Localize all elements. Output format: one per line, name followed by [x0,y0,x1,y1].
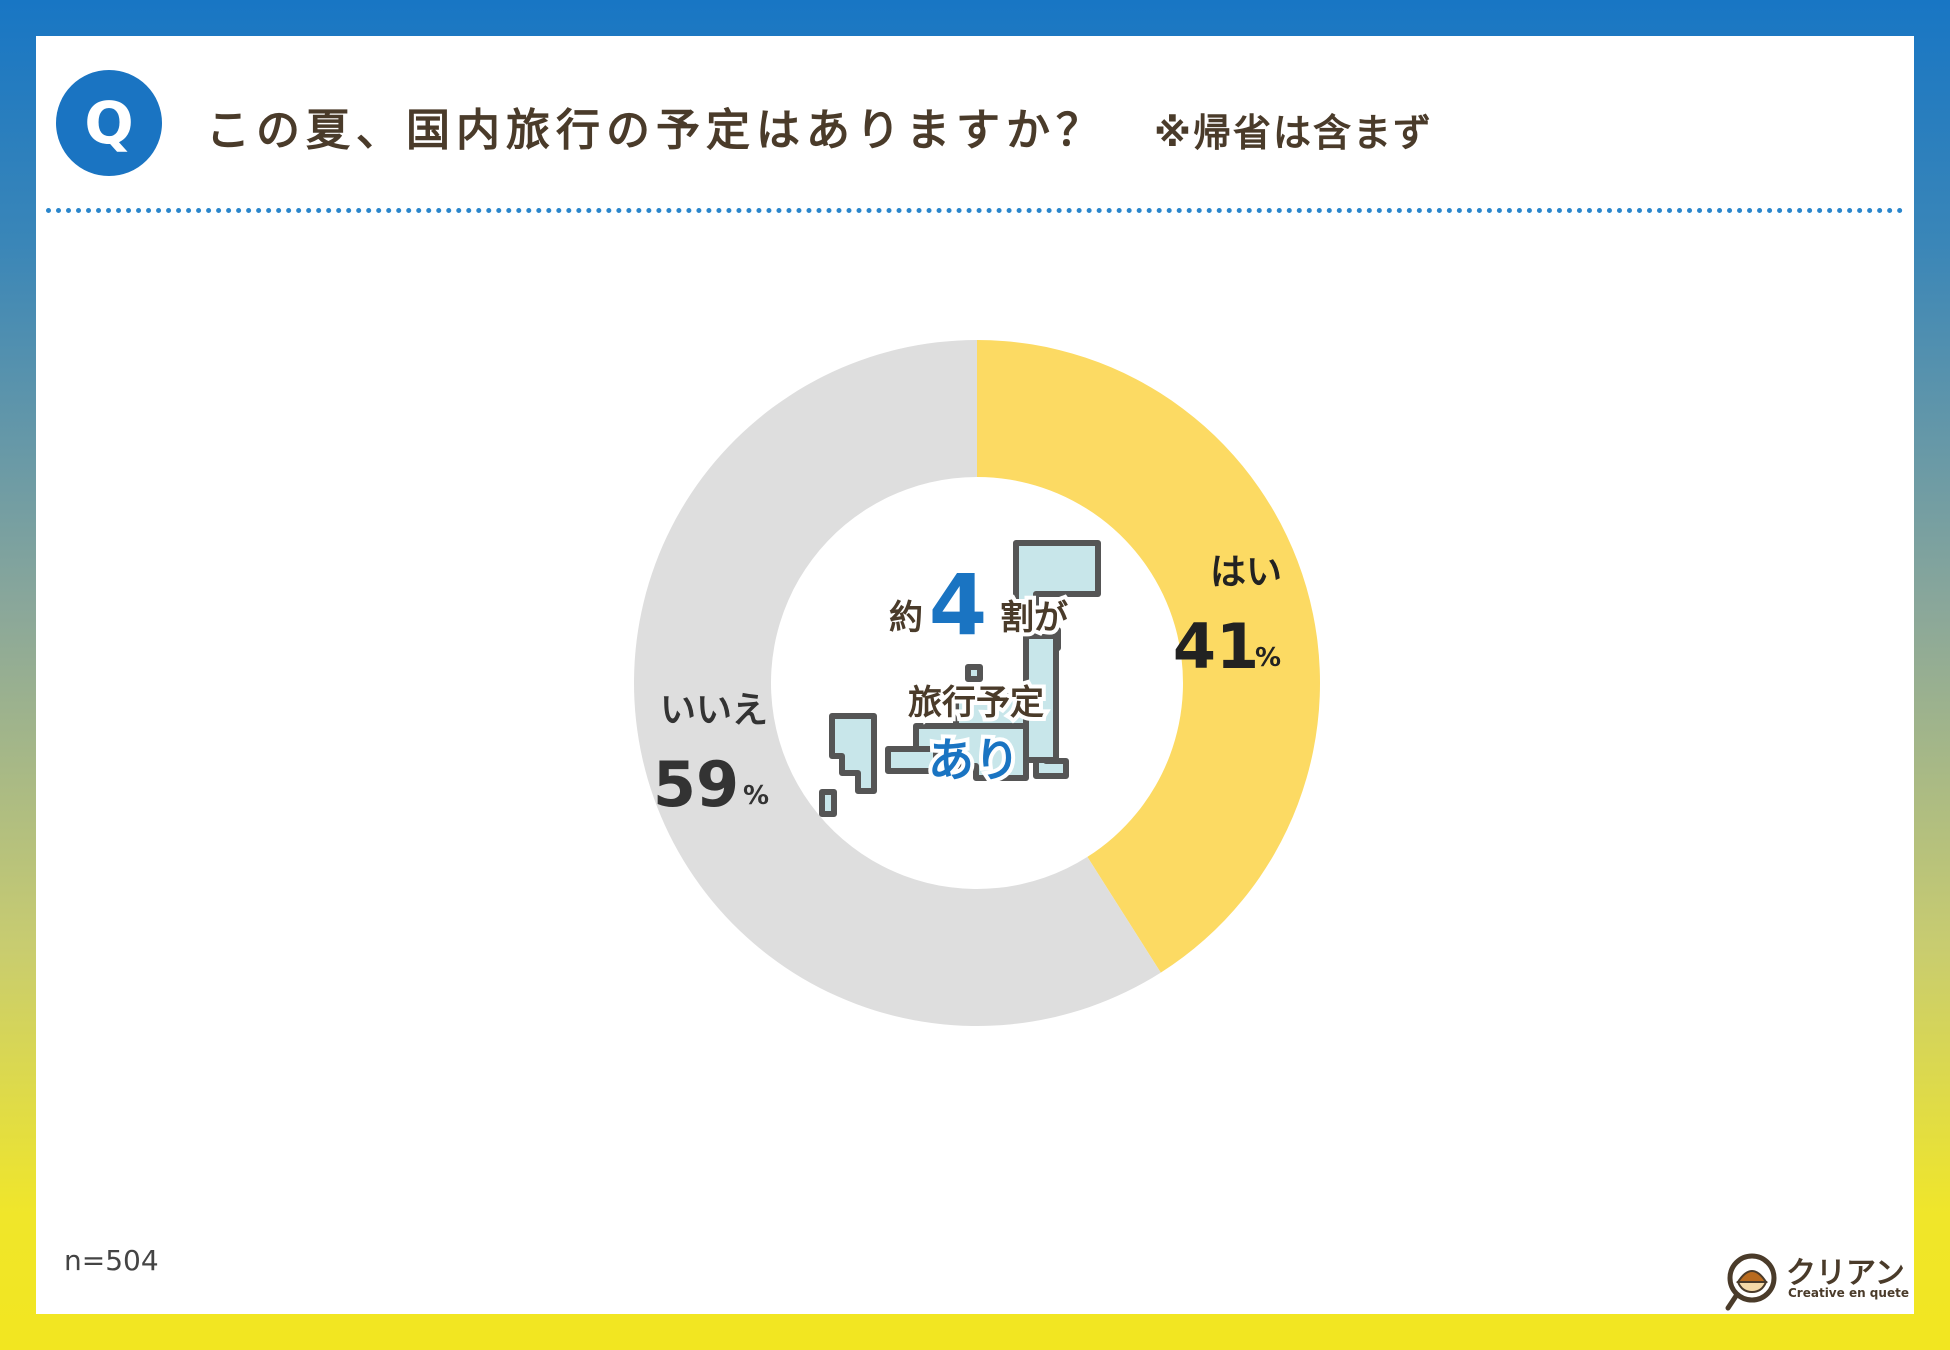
no-percent: % [743,781,769,811]
dotted-divider [46,208,1904,213]
question-badge-letter: Q [84,89,134,157]
donut-chart: 約 4 割が 旅行予定 あり はい 41 % いいえ 59 % [633,340,1320,1026]
center-number: 4 [929,556,987,654]
magnifier-chestnut-icon [1725,1253,1777,1311]
no-value: 59 [653,748,739,821]
question-badge: Q [56,70,162,176]
center-suffix: 割が [1000,598,1068,638]
yes-percent: % [1255,643,1281,673]
center-line2: 旅行予定 [908,683,1044,723]
logo-tagline: Creative en quete [1788,1286,1909,1300]
no-label: いいえ [660,690,768,731]
sample-size: n=504 [64,1244,159,1277]
yes-label: はい [1210,552,1282,593]
yes-value: 41 [1173,610,1259,683]
logo-name: クリアン [1786,1256,1905,1291]
japan-map-icon [819,540,1101,817]
center-line3: あり [928,733,1020,787]
donut-slices [633,340,1320,1026]
center-prefix: 約 [889,598,923,638]
brand-logo: クリアン Creative en quete [1724,1252,1909,1311]
question-note: ※帰省は含まず [1154,111,1433,155]
question-title: この夏、国内旅行の予定はありますか？ [206,105,1106,156]
donut-slice-yes [977,340,1320,973]
donut-slice-no [633,340,1161,1026]
chart-card: Q この夏、国内旅行の予定はありますか？ ※帰省は含まず 約 4 [36,36,1914,1314]
